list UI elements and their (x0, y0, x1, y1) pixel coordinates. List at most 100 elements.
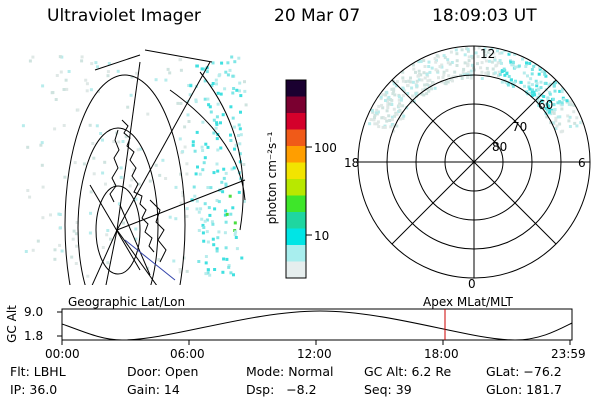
polar-emission-pixel (422, 59, 426, 62)
polar-emission-pixel (502, 67, 506, 71)
emission-pixel (194, 98, 198, 102)
emission-pixel (138, 147, 142, 151)
geographic-grid (64, 49, 246, 285)
polar-emission-pixel (530, 68, 534, 71)
polar-emission-pixel (490, 46, 494, 50)
polar-emission-pixel (428, 78, 432, 82)
emission-pixel (197, 260, 201, 263)
polar-emission-pixel (455, 64, 459, 67)
emission-pixel (113, 183, 117, 187)
emission-pixel (204, 255, 208, 258)
polar-emission-pixel (387, 114, 391, 118)
polar-emission-pixel (500, 61, 503, 65)
polar-emission-pixel (537, 88, 540, 92)
polar-emission-pixel (469, 69, 473, 73)
emission-pixel (101, 171, 105, 175)
emission-pixel (203, 202, 207, 206)
polar-emission-pixel (387, 95, 391, 99)
emission-pixel (238, 127, 242, 131)
altitude-timeline (57, 308, 573, 345)
polar-emission-pixel (410, 86, 414, 90)
emission-pixel (73, 161, 77, 165)
emission-pixel (80, 55, 84, 59)
polar-emission-pixel (434, 68, 438, 72)
polar-emission-pixel (381, 93, 385, 97)
polar-emission-pixel (375, 108, 379, 112)
polar-emission-pixel (428, 70, 432, 74)
emission-pixel (223, 87, 227, 91)
emission-pixel (185, 162, 189, 166)
polar-emission-pixel (554, 116, 558, 120)
polar-emission-pixel (551, 110, 554, 114)
polar-emission-pixel (562, 98, 566, 102)
emission-pixel (75, 244, 79, 248)
emission-pixel (234, 143, 238, 147)
emission-pixel (211, 222, 215, 226)
emission-pixel (21, 124, 25, 128)
timeline-right-label: Apex MLat/MLT (423, 295, 513, 309)
polar-emission-pixel (455, 59, 459, 63)
polar-emission-pixel (569, 100, 573, 104)
polar-emission-pixel (459, 73, 463, 77)
polar-emission-pixel (385, 119, 389, 123)
emission-pixel (229, 271, 233, 275)
polar-emission-pixel (383, 125, 387, 129)
emission-pixel (205, 230, 209, 234)
polar-emission-pixel (395, 112, 399, 116)
polar-emission-pixel (463, 61, 467, 65)
emission-pixel (206, 271, 210, 275)
emission-pixel (189, 84, 193, 88)
emission-pixel (221, 190, 225, 194)
emission-pixel (60, 249, 64, 253)
emission-pixel (212, 243, 216, 247)
emission-pixel (191, 140, 195, 144)
polar-emission-pixel (552, 111, 556, 115)
polar-emission-pixel (560, 90, 564, 94)
emission-pixel (40, 141, 44, 145)
colorbar-label-10: 10 (314, 229, 330, 243)
polar-emission-pixel (521, 57, 524, 61)
emission-pixel (240, 256, 244, 260)
colorbar-segment (286, 113, 306, 130)
polar-emission-pixel (406, 84, 409, 88)
polar-emission-pixel (540, 100, 544, 104)
emission-pixel (103, 160, 107, 164)
emission-pixel (202, 67, 206, 71)
polar-emission-pixel (390, 115, 394, 119)
polar-emission-pixel (524, 65, 528, 68)
emission-pixel (193, 194, 197, 198)
polar-emission-pixel (480, 77, 484, 80)
polar-emission-pixel (575, 124, 579, 128)
polar-emission-pixel (470, 63, 474, 67)
polar-emission-pixel (397, 98, 401, 102)
polar-emission-pixel (547, 107, 551, 111)
emission-pixel (214, 78, 218, 82)
emission-pixel (237, 56, 241, 60)
emission-pixel (215, 122, 219, 126)
polar-emission-pixel (531, 94, 535, 97)
polar-emission-pixel (455, 52, 459, 56)
polar-emission-pixel (370, 108, 374, 112)
emission-pixel (41, 84, 45, 88)
emission-pixel (185, 207, 189, 211)
polar-emission-pixel (548, 99, 552, 103)
emission-pixel (91, 142, 95, 145)
emission-pixel (213, 207, 217, 211)
polar-emission-pixel (522, 71, 526, 75)
polar-emission-pixel (399, 98, 403, 102)
polar-emission-pixel (451, 75, 455, 79)
emission-pixel (232, 273, 235, 277)
polar-emission-pixel (567, 102, 571, 106)
emission-pixel (231, 206, 235, 210)
polar-emission-pixel (415, 84, 419, 88)
emission-pixel (224, 246, 228, 250)
emission-pixel (239, 94, 243, 98)
emission-pixel (57, 212, 61, 216)
emission-pixel (215, 247, 219, 251)
polar-emission-pixel (496, 49, 499, 53)
emission-pixel (200, 217, 204, 221)
lat-label-60: 60 (538, 98, 554, 112)
colorbar-segment (286, 179, 306, 196)
polar-emission-pixel (401, 76, 405, 80)
